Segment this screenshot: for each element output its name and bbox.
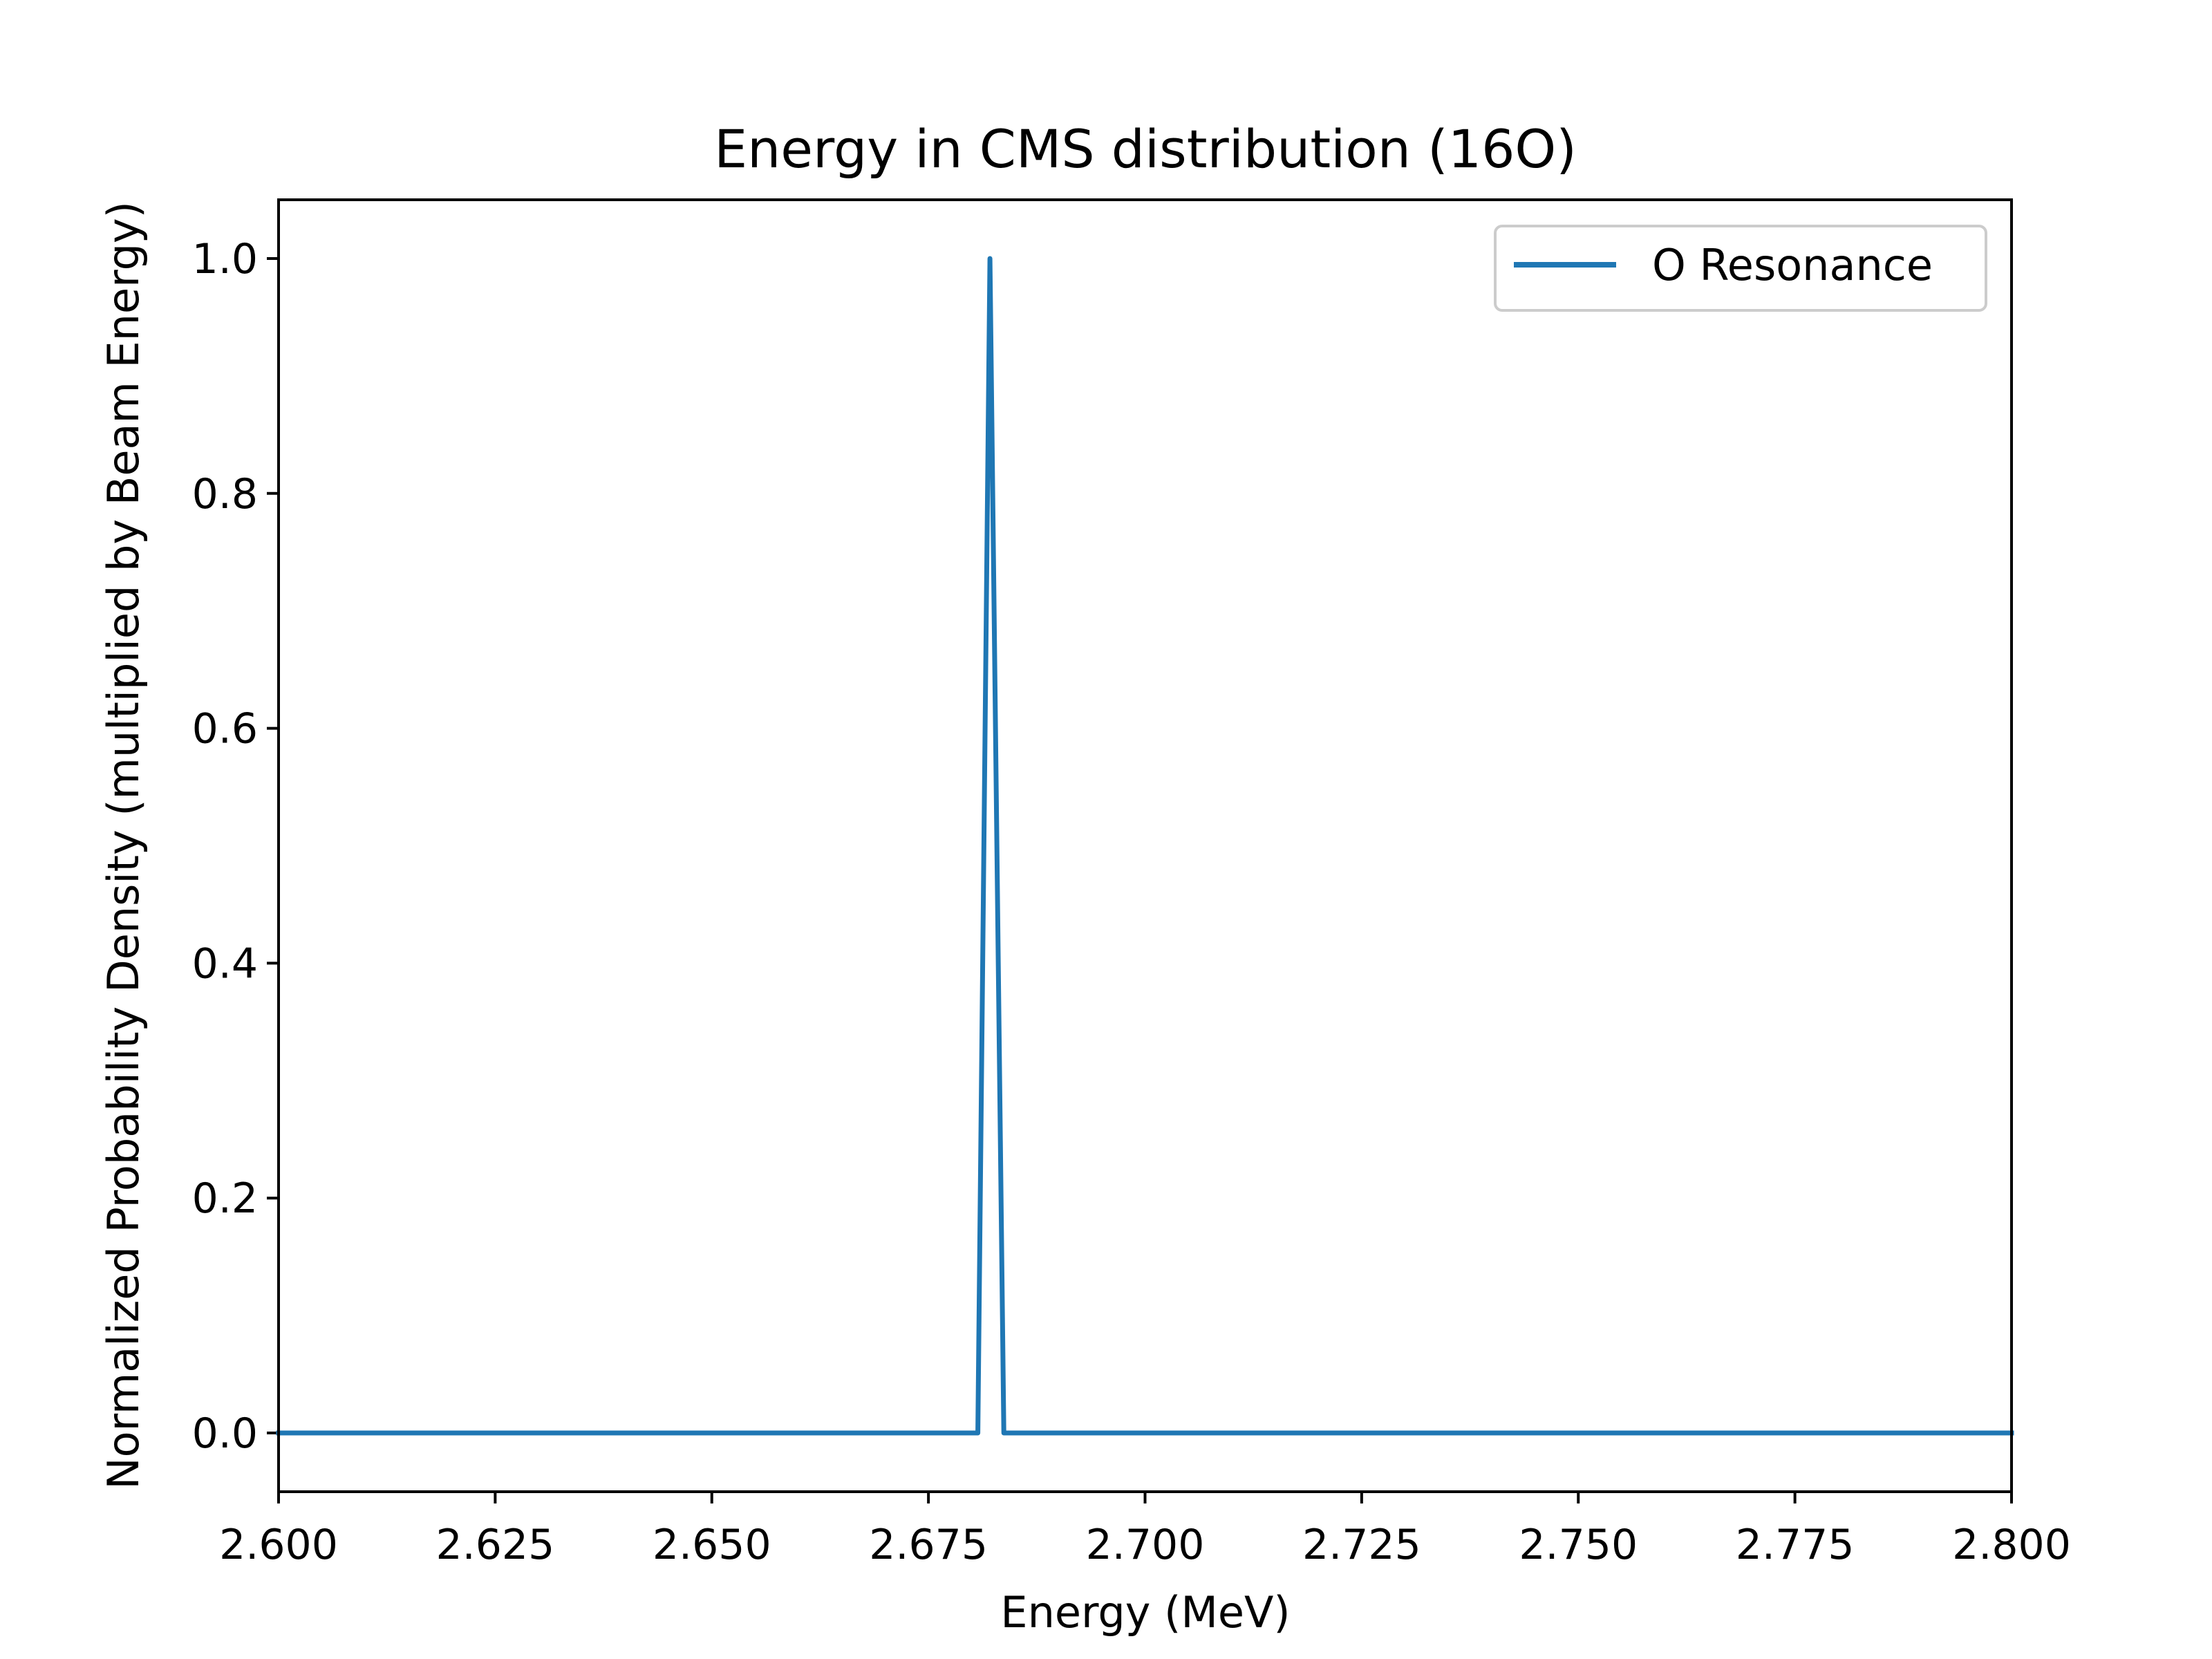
y-tick-label: 0.4 <box>192 939 258 988</box>
y-axis: 0.0 0.2 0.4 0.6 0.8 1.0 <box>192 235 279 1458</box>
y-tick-label: 1.0 <box>192 235 258 283</box>
y-tick-label: 0.2 <box>192 1174 258 1223</box>
plot-frame <box>277 198 2013 1493</box>
x-tick-label: 2.625 <box>435 1521 554 1569</box>
x-tick-label: 2.750 <box>1519 1521 1638 1569</box>
x-tick-label: 2.650 <box>653 1521 771 1569</box>
legend-label-o-resonance: O Resonance <box>1652 240 1933 290</box>
x-axis-label: Energy (MeV) <box>1000 1587 1290 1638</box>
chart-title: Energy in CMS distribution (16O) <box>714 118 1577 180</box>
x-tick-label: 2.800 <box>1952 1521 2071 1569</box>
series-layer <box>276 256 2014 1436</box>
y-tick-label: 0.6 <box>192 705 258 753</box>
x-tick-label: 2.600 <box>219 1521 338 1569</box>
x-tick-label: 2.725 <box>1302 1521 1421 1569</box>
legend-box <box>1494 225 1987 312</box>
y-tick-label: 0.0 <box>192 1409 258 1458</box>
x-axis: 2.600 2.625 2.650 2.675 2.700 2.725 2.750 2.775… <box>219 1492 2071 1569</box>
x-tick-label: 2.675 <box>869 1521 988 1569</box>
plot-area <box>279 200 2012 1492</box>
x-tick-label: 2.775 <box>1736 1521 1855 1569</box>
y-axis-label: Normalized Probability Density (multipli… <box>98 201 149 1490</box>
x-tick-label: 2.700 <box>1086 1521 1205 1569</box>
series-line-o-resonance <box>276 256 2014 1436</box>
legend: O Resonance <box>1494 225 1987 312</box>
y-tick-label: 0.8 <box>192 470 258 518</box>
